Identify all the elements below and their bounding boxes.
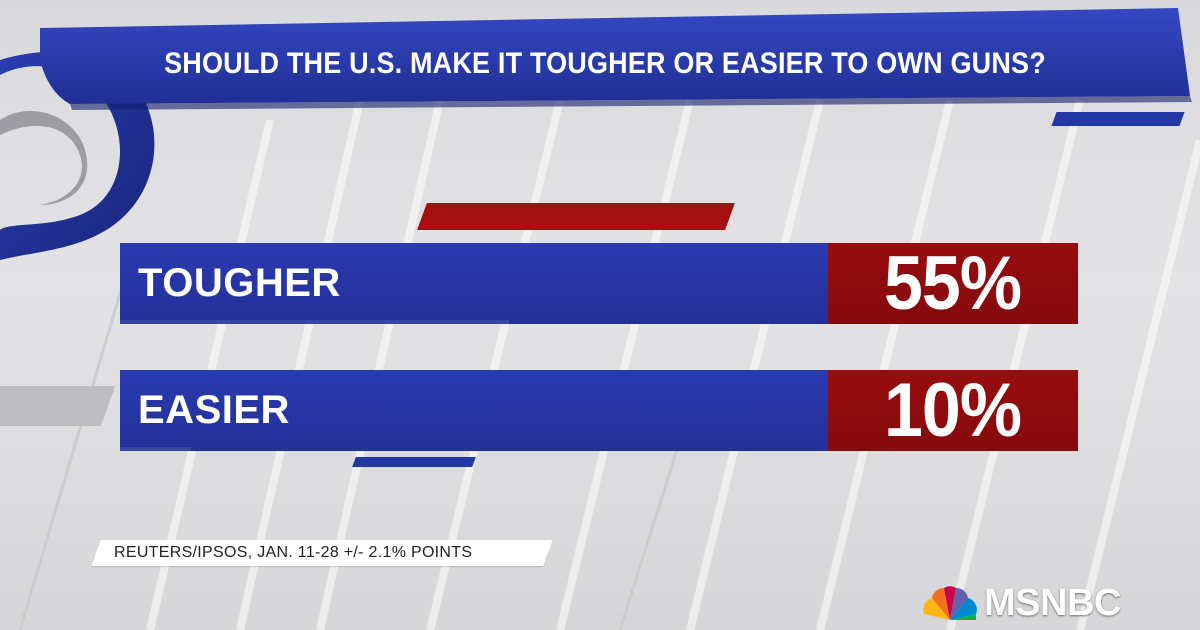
value-box: 10% [828, 368, 1078, 453]
bar-label-box: EASIER [120, 370, 828, 451]
network-name: MSNBC [984, 582, 1121, 624]
accent-bar [0, 386, 116, 426]
bar-value-fill [120, 447, 191, 451]
title-banner [0, 8, 1192, 260]
source-text: REUTERS/IPSOS, JAN. 11-28 +/- 2.1% POINT… [114, 544, 473, 561]
bar-row-tougher: TOUGHER 55% [120, 241, 1078, 326]
accent-bar [352, 457, 476, 467]
accent-bar [1051, 112, 1185, 126]
data-label: 55% [884, 241, 1022, 326]
network-logo: MSNBC [922, 582, 1121, 625]
bar-row-easier: EASIER 10% [120, 368, 1078, 453]
category-label: TOUGHER [138, 261, 341, 305]
chart-title: SHOULD THE U.S. MAKE IT TOUGHER OR EASIE… [164, 47, 1046, 80]
nbc-peacock-icon [923, 585, 977, 620]
bar-label-box: TOUGHER [120, 243, 828, 324]
category-label: EASIER [138, 388, 290, 432]
data-label: 10% [884, 368, 1022, 453]
value-box: 55% [828, 241, 1078, 326]
bar-value-fill [120, 320, 510, 324]
accent-bar [417, 203, 735, 230]
